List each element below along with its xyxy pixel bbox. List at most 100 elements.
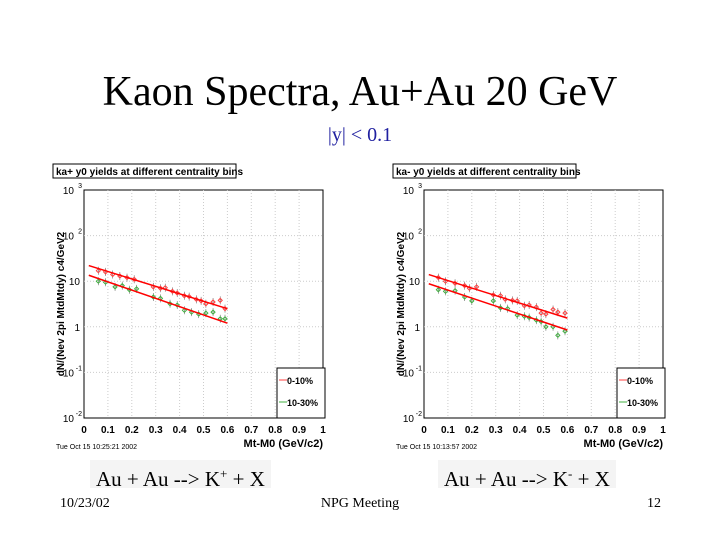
- data-point: [131, 276, 137, 283]
- x-tick-label: 0.8: [608, 425, 622, 436]
- data-point: [461, 282, 468, 289]
- y-axis-label: dN/(Nev 2pi MtdMtdy) c4/GeV2: [396, 231, 407, 376]
- x-tick-label: 0.8: [268, 425, 282, 436]
- y-tick-exponent: 2: [78, 229, 82, 236]
- caption-text: Au + Au --> K: [96, 467, 221, 491]
- slide-subtitle: |y| < 0.1: [327, 124, 393, 146]
- x-tick-label: 1: [320, 425, 326, 436]
- footer-page-number: 12: [647, 496, 661, 511]
- data-point: [95, 278, 102, 284]
- chart-title-box: [392, 163, 577, 179]
- data-point: [543, 311, 549, 317]
- x-tick-label: 0.5: [537, 425, 551, 436]
- fit-line: [428, 283, 568, 331]
- data-point: [181, 307, 188, 314]
- data-point: [509, 297, 516, 304]
- x-tick-label: 0.4: [173, 425, 187, 436]
- legend-label: 10-30%: [287, 398, 318, 408]
- footer-meeting: NPG Meeting: [320, 496, 400, 511]
- x-tick-label: 0.2: [125, 425, 139, 436]
- caption-text: Au + Au --> K: [444, 467, 569, 491]
- data-point: [562, 328, 568, 334]
- y-tick-exponent: 3: [418, 183, 422, 190]
- data-point: [95, 267, 102, 274]
- x-tick-label: 0.5: [197, 425, 211, 436]
- chart-kaon-minus: ka- y0 yields at different centrality bi…: [392, 163, 666, 451]
- x-tick-label: 0.2: [465, 425, 479, 436]
- y-tick-label: 10: [403, 414, 415, 425]
- fit-line: [428, 273, 568, 319]
- y-tick-label: 1: [74, 323, 80, 334]
- data-point: [133, 286, 140, 292]
- caption-kaon-plus: Au + Au --> K+ + X: [90, 460, 271, 491]
- data-point: [210, 309, 216, 315]
- data-point: [150, 294, 157, 300]
- caption-text: + X: [227, 467, 265, 491]
- data-point: [555, 332, 561, 339]
- chart-title: ka+ y0 yields at different centrality bi…: [56, 167, 243, 178]
- data-point: [562, 310, 568, 316]
- y-tick-label: 10: [69, 277, 81, 288]
- y-tick-exponent: 2: [418, 229, 422, 236]
- y-tick-label: 10: [63, 186, 75, 197]
- caption-kaon-minus: Au + Au --> K- + X: [438, 460, 616, 491]
- data-point: [186, 293, 192, 300]
- x-tick-label: 0.7: [244, 425, 258, 436]
- legend-label: 10-30%: [627, 398, 658, 408]
- data-point: [555, 309, 561, 315]
- data-point: [169, 288, 176, 295]
- x-tick-label: 0.9: [632, 425, 646, 436]
- x-tick-label: 1: [660, 425, 666, 436]
- y-tick-label: 10: [403, 368, 415, 379]
- x-axis-label: Mt-M0 (GeV/c2): [584, 438, 664, 450]
- data-point: [112, 284, 118, 290]
- data-point: [550, 306, 556, 313]
- data-point: [203, 310, 209, 316]
- legend-label: 0-10%: [287, 376, 313, 386]
- y-tick-label: 10: [403, 232, 415, 243]
- chart-title-box: [52, 163, 237, 179]
- x-tick-label: 0.3: [149, 425, 163, 436]
- caption-sup: -: [568, 466, 573, 481]
- caption-text: + X: [572, 467, 610, 491]
- y-axis-label: dN/(Nev 2pi MtdMtdy) c4/GeV2: [56, 231, 67, 376]
- data-point: [442, 288, 449, 295]
- legend-label: 0-10%: [627, 376, 653, 386]
- y-tick-exponent: -2: [76, 411, 82, 418]
- x-tick-label: 0.9: [292, 425, 306, 436]
- chart-title: ka- y0 yields at different centrality bi…: [396, 167, 581, 178]
- y-tick-exponent: 3: [78, 183, 82, 190]
- y-tick-label: 1: [414, 323, 420, 334]
- slide-title: Kaon Spectra, Au+Au 20 GeV: [102, 69, 618, 115]
- data-point: [217, 297, 223, 304]
- fit-line: [88, 274, 228, 324]
- data-point: [543, 324, 549, 330]
- data-point: [538, 310, 544, 316]
- data-point: [490, 298, 497, 304]
- x-tick-label: 0.3: [489, 425, 503, 436]
- caption-sup: +: [220, 466, 228, 481]
- y-tick-exponent: -1: [416, 365, 422, 372]
- y-tick-label: 10: [63, 232, 75, 243]
- chart-kaon-plus: ka+ y0 yields at different centrality bi…: [52, 163, 326, 451]
- data-point: [222, 316, 228, 322]
- data-point: [469, 298, 475, 304]
- x-axis-label: Mt-M0 (GeV/c2): [244, 438, 324, 450]
- y-tick-label: 10: [409, 277, 421, 288]
- legend-box: [276, 367, 326, 419]
- x-tick-label: 0.7: [584, 425, 598, 436]
- timestamp: Tue Oct 15 10:13:57 2002: [396, 444, 477, 451]
- timestamp: Tue Oct 15 10:25:21 2002: [56, 444, 137, 451]
- footer-date: 10/23/02: [60, 496, 110, 511]
- x-tick-label: 0: [81, 425, 87, 436]
- y-tick-label: 10: [63, 414, 75, 425]
- data-point: [473, 284, 480, 290]
- y-tick-label: 10: [403, 186, 415, 197]
- data-point: [435, 287, 442, 293]
- y-tick-exponent: -1: [76, 365, 82, 372]
- y-tick-label: 10: [63, 368, 75, 379]
- x-tick-label: 0.1: [101, 425, 115, 436]
- x-tick-label: 0.4: [513, 425, 527, 436]
- fit-line: [88, 264, 228, 310]
